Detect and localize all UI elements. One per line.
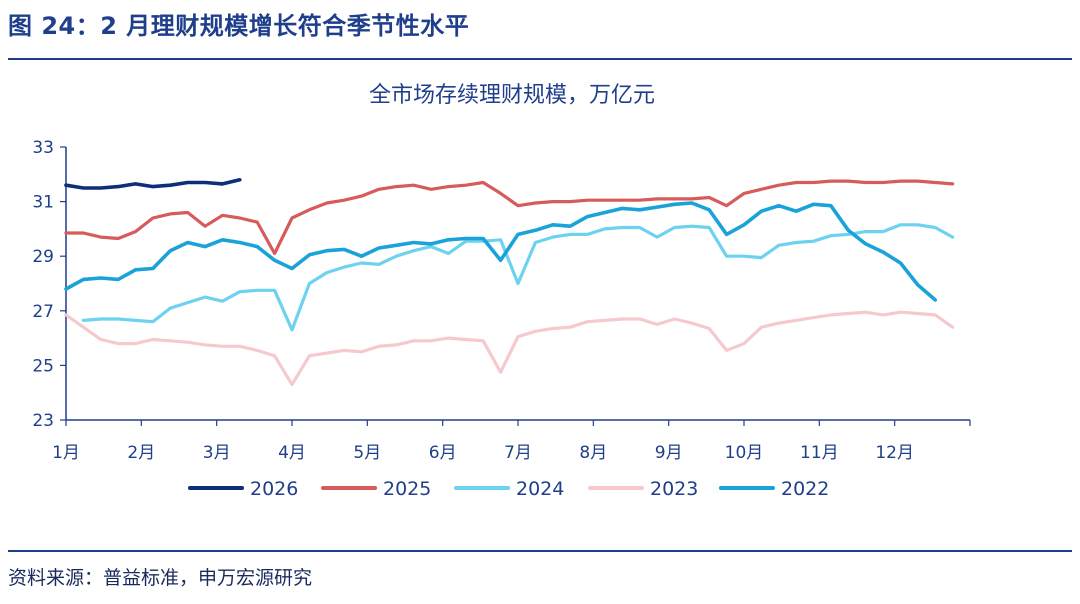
series-lines	[64, 178, 955, 387]
series-line-2022	[64, 201, 937, 302]
x-tick-label: 11月	[800, 443, 839, 463]
x-tick-label: 3月	[203, 443, 231, 463]
x-tick-label: 4月	[278, 443, 306, 463]
legend: 2026 2025 2024 2023 2022	[188, 478, 829, 500]
chart-title: 全市场存续理财规模，万亿元	[369, 83, 655, 108]
line-chart: 全市场存续理财规模，万亿元 23 25 27 29 31 33 1月 2月 3月 4月 5月 6月 7月…	[32, 83, 971, 500]
x-tick-label: 5月	[353, 443, 381, 463]
source-note: 资料来源：普益标准，申万宏源研究	[8, 567, 313, 589]
x-tick-label: 2月	[127, 443, 155, 463]
y-tick-label: 29	[32, 247, 54, 267]
figure-title: 图 24：2 月理财规模增长符合季节性水平	[8, 12, 470, 40]
y-tick-label: 31	[32, 193, 54, 213]
x-tick-label: 12月	[875, 443, 914, 463]
x-tick-label: 10月	[725, 443, 764, 463]
x-tick-label: 8月	[579, 443, 607, 463]
bottom-rule	[8, 550, 1072, 552]
series-line-2023	[64, 310, 955, 387]
legend-label-2026: 2026	[250, 478, 298, 500]
x-tick-label: 6月	[429, 443, 457, 463]
legend-label-2023: 2023	[650, 478, 698, 500]
legend-label-2025: 2025	[383, 478, 431, 500]
legend-label-2024: 2024	[516, 478, 564, 500]
x-tick-label: 1月	[52, 443, 80, 463]
top-rule	[8, 58, 1072, 60]
x-tick-label: 9月	[655, 443, 683, 463]
y-tick-label: 23	[32, 411, 54, 431]
series-line-2024	[81, 223, 955, 332]
y-tick-label: 33	[32, 138, 54, 158]
y-tick-label: 27	[32, 302, 54, 322]
series-line-2025	[64, 179, 955, 256]
y-tick-label: 25	[32, 356, 54, 376]
x-tick-label: 7月	[504, 443, 532, 463]
legend-label-2022: 2022	[781, 478, 829, 500]
axes: 23 25 27 29 31 33 1月 2月 3月 4月 5月 6月 7月 8月 9月 10月 11月 12月	[32, 138, 971, 463]
series-line-2026	[64, 178, 242, 190]
